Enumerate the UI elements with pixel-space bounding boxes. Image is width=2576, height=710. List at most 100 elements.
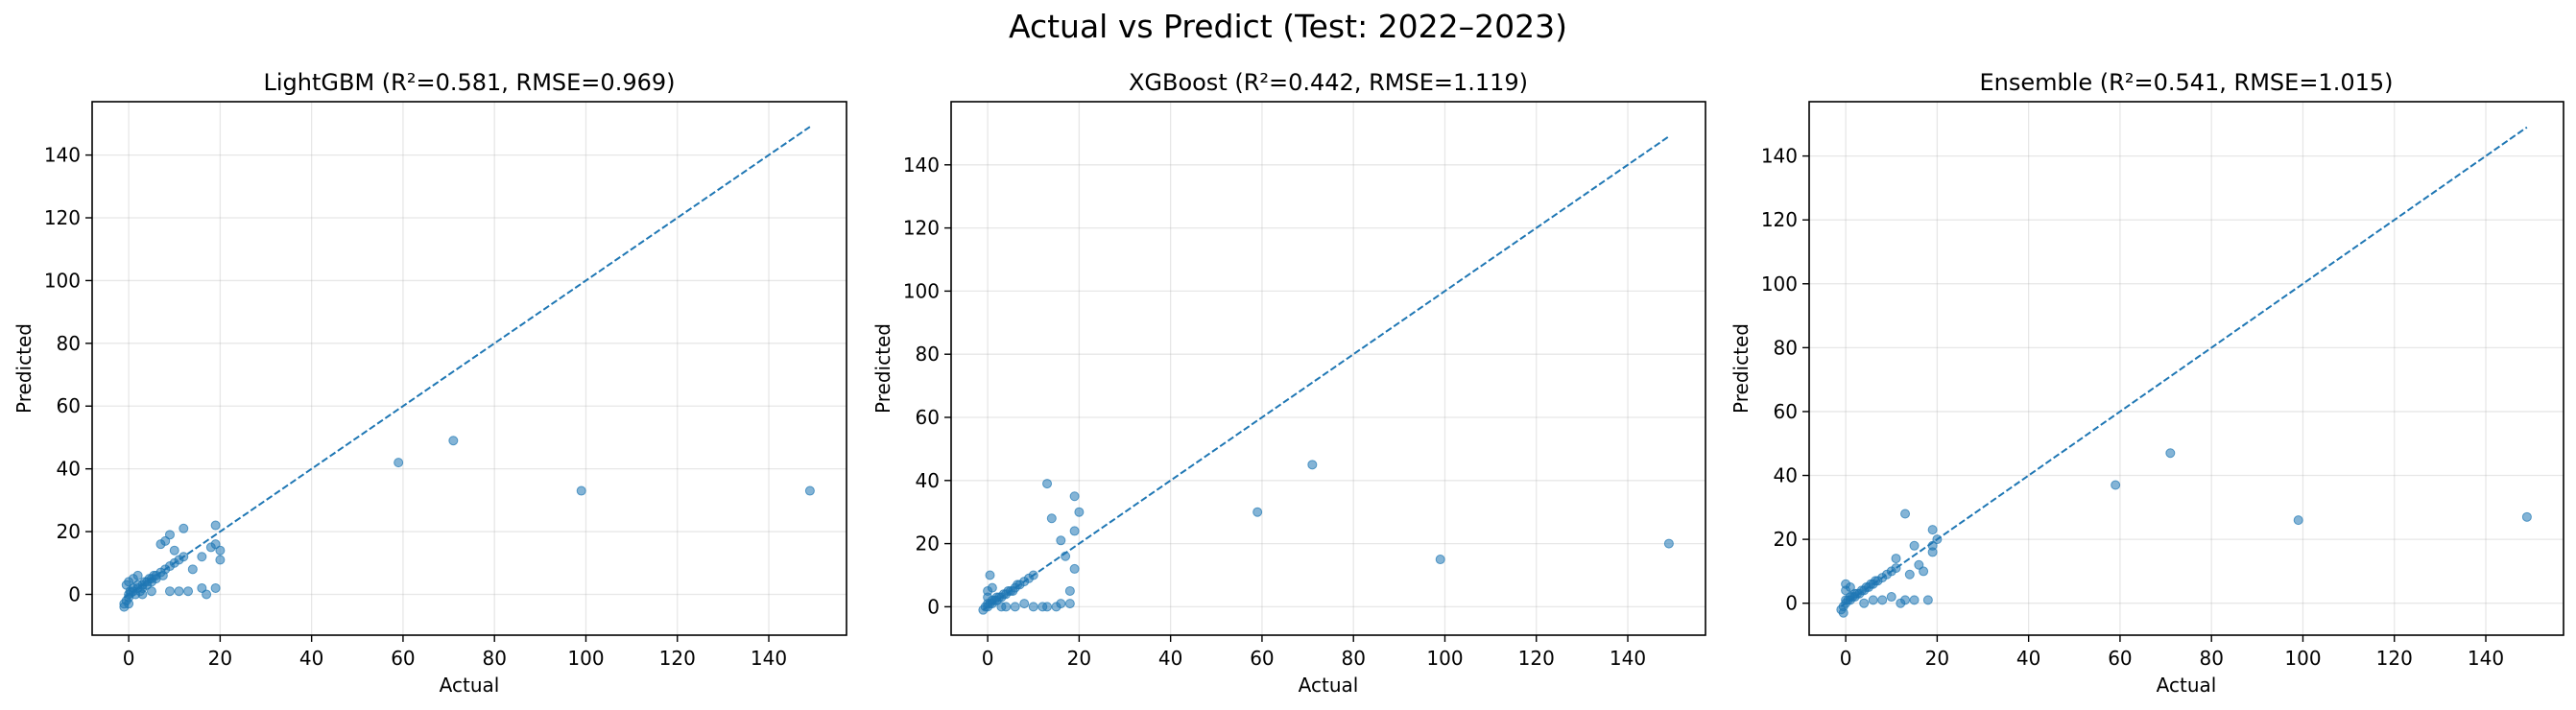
scatter-point (1838, 607, 1849, 618)
scatter-point (1849, 588, 1860, 599)
scatter-point (1845, 592, 1855, 603)
scatter-point (197, 582, 207, 593)
scatter-point (1872, 576, 1883, 586)
scatter-point (174, 555, 184, 565)
scatter-point (144, 574, 155, 584)
axes-frame (950, 101, 1706, 636)
scatter-point (137, 580, 148, 590)
scatter-point (1863, 582, 1873, 593)
scatter-point (131, 589, 141, 600)
scatter-point (1868, 579, 1878, 589)
scatter-point (1252, 507, 1263, 517)
scatter-point (146, 577, 156, 587)
scatter-point (119, 602, 130, 612)
y-tick-label: 140 (1761, 145, 1798, 168)
scatter-point (1871, 576, 1881, 586)
scatter-point (1852, 588, 1863, 599)
x-tick-label: 100 (1426, 647, 1463, 670)
scatter-point (1859, 585, 1870, 596)
scatter-points (1836, 448, 2532, 618)
scatter-point (1435, 555, 1445, 565)
scatter-point (155, 567, 166, 578)
scatter-point (142, 580, 153, 590)
scatter-point (1843, 595, 1853, 605)
scatter-point (124, 599, 134, 609)
scatter-point (1886, 592, 1896, 603)
scatter-point (215, 545, 226, 556)
scatter-point (1010, 582, 1020, 593)
scatter-point (1019, 599, 1030, 609)
scatter-point (1003, 585, 1014, 596)
scatter-point (1861, 582, 1872, 593)
scatter-point (1891, 554, 1901, 564)
x-tick-label: 80 (2199, 647, 2223, 670)
scatter-point (987, 582, 997, 593)
x-tick-label: 140 (751, 647, 787, 670)
scatter-point (132, 570, 143, 580)
x-tick-label: 100 (567, 647, 604, 670)
x-tick-label: 60 (2108, 647, 2132, 670)
scatter-point (1028, 602, 1038, 612)
scatter-point (994, 592, 1005, 603)
y-tick-label: 140 (903, 154, 940, 177)
x-tick-label: 80 (482, 647, 506, 670)
scatter-point (164, 530, 175, 540)
scatter-point (1074, 507, 1085, 517)
scatter-point (1927, 525, 1938, 535)
scatter-point (1909, 540, 1920, 551)
scatter-point (210, 539, 221, 550)
scatter-point (1904, 569, 1915, 580)
scatter-point (1841, 585, 1851, 596)
scatter-point (1914, 559, 1924, 570)
scatter-point (132, 580, 143, 590)
scatter-point (2165, 448, 2176, 459)
scatter-point (987, 599, 997, 609)
scatter-point (1056, 599, 1066, 609)
scatter-point (2293, 515, 2303, 526)
y-axis-label: Predicted (1729, 323, 1753, 414)
scatter-point (210, 582, 221, 593)
scatter-point (1069, 491, 1080, 502)
scatter-point (160, 535, 171, 546)
scatter-point (151, 570, 161, 580)
y-tick-label: 40 (1774, 464, 1798, 487)
scatter-point (983, 602, 993, 612)
y-tick-label: 80 (57, 332, 81, 355)
scatter-point (987, 595, 997, 605)
scatter-point (1008, 585, 1018, 596)
scatter-point (169, 557, 179, 568)
scatter-point (121, 580, 131, 590)
scatter-point (1028, 570, 1038, 580)
scatter-point (151, 574, 161, 584)
y-tick-label: 100 (1761, 272, 1798, 296)
y-tick-label: 60 (57, 394, 81, 417)
scatter-point (1001, 589, 1012, 600)
scatter-point (179, 552, 189, 562)
y-tick-label: 0 (1785, 592, 1798, 615)
scatter-point (174, 586, 184, 597)
scatter-point (985, 570, 995, 580)
axes-frame (1808, 101, 2564, 636)
scatter-point (1841, 595, 1851, 605)
scatter-point (2521, 511, 2532, 522)
scatter-point (1663, 538, 1674, 549)
scatter-point (1064, 599, 1075, 609)
axes-title: Ensemble (R²=0.541, RMSE=1.015) (1979, 69, 2393, 96)
scatter-point (1841, 579, 1851, 589)
y-tick-label: 120 (1761, 208, 1798, 231)
scatter-point (157, 570, 168, 580)
reference-line (1840, 126, 2528, 607)
scatter-point (996, 602, 1007, 612)
scatter-point (1896, 598, 1906, 608)
scatter-point (137, 589, 148, 600)
scatter-point (983, 585, 993, 596)
scatter-point (1886, 566, 1896, 577)
scatter-point (128, 574, 138, 584)
y-tick-label: 120 (903, 217, 940, 240)
scatter-point (1881, 569, 1892, 580)
scatter-point (169, 545, 179, 556)
y-tick-label: 80 (916, 343, 940, 366)
scatter-point (164, 561, 175, 572)
scatter-point (1061, 551, 1071, 561)
